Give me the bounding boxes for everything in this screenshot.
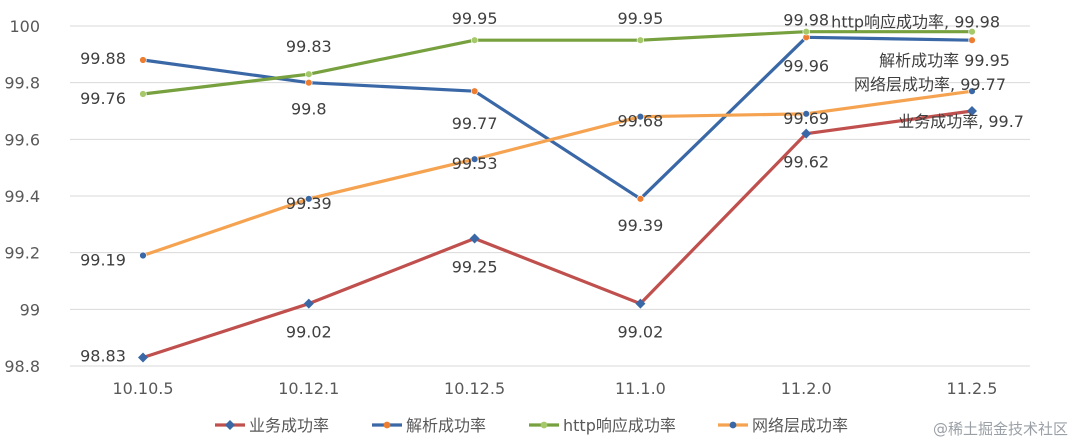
data-point xyxy=(470,36,479,44)
data-label: 99.53 xyxy=(452,154,498,173)
data-label: 99.83 xyxy=(286,37,332,56)
data-point xyxy=(967,106,977,116)
data-label: 99.76 xyxy=(80,89,126,108)
data-label: 99.95 xyxy=(617,9,663,28)
y-tick-label: 99.2 xyxy=(4,244,40,263)
data-point xyxy=(470,155,479,163)
y-tick-label: 99.4 xyxy=(4,187,40,206)
data-point xyxy=(305,78,313,87)
data-point xyxy=(968,27,976,36)
data-point xyxy=(305,195,313,203)
data-point xyxy=(636,112,645,121)
data-label: 99.02 xyxy=(617,323,663,342)
x-tick-label: 11.2.5 xyxy=(947,379,998,398)
data-label: 98.83 xyxy=(80,347,126,366)
data-label: 99.39 xyxy=(617,216,663,235)
data-point xyxy=(801,128,812,139)
data-point xyxy=(802,110,810,118)
data-point xyxy=(635,298,646,309)
legend-label: 业务成功率 xyxy=(249,416,329,435)
legend-marker xyxy=(225,420,235,430)
data-label: 99.77 xyxy=(452,114,498,133)
data-point xyxy=(303,298,314,309)
legend-marker xyxy=(540,421,548,429)
y-tick-label: 99.6 xyxy=(4,130,40,149)
legend-item: 解析成功率 xyxy=(372,416,486,435)
data-label: 99.88 xyxy=(80,49,126,68)
x-tick-label: 10.10.5 xyxy=(112,379,173,398)
data-label: 99.62 xyxy=(783,153,829,172)
x-tick-label: 11.1.0 xyxy=(615,379,666,398)
y-axis-ticks: 98.8 99 99.2 99.4 99.6 99.8 100 xyxy=(4,17,40,376)
data-label: 99.25 xyxy=(452,258,498,277)
legend-label: http响应成功率 xyxy=(563,416,676,435)
series-line-1 xyxy=(142,35,973,201)
legend-item: http响应成功率 xyxy=(529,416,676,435)
legend-marker xyxy=(729,421,737,429)
series-end-label: 业务成功率, 99.7 xyxy=(898,112,1024,131)
data-point xyxy=(139,251,147,260)
data-label: 99.39 xyxy=(286,194,332,213)
data-point xyxy=(470,87,479,95)
data-labels: 98.83 99.02 99.25 99.02 99.62 99.88 99.8 99.77 9… xyxy=(80,9,1024,365)
data-point xyxy=(636,195,645,203)
data-point xyxy=(636,36,645,44)
series-end-label: 网络层成功率, 99.77 xyxy=(854,75,1006,94)
data-point xyxy=(968,87,976,95)
data-label: 99.19 xyxy=(80,251,126,270)
x-tick-label: 10.12.1 xyxy=(278,379,339,398)
series-lines xyxy=(138,27,977,363)
y-tick-label: 100 xyxy=(9,17,40,36)
data-label: 99.02 xyxy=(286,323,332,342)
legend-item: 网络层成功率 xyxy=(718,416,848,435)
y-tick-label: 99 xyxy=(20,300,40,319)
data-label: 99.69 xyxy=(783,109,829,128)
data-point xyxy=(469,233,480,244)
series-end-label: 解析成功率 99.95 xyxy=(879,51,1010,70)
data-label: 99.98 xyxy=(783,11,829,30)
legend-marker xyxy=(383,421,391,429)
data-label: 99.8 xyxy=(291,100,327,119)
x-tick-label: 11.2.0 xyxy=(781,379,832,398)
data-point xyxy=(802,27,810,36)
data-point xyxy=(305,70,313,78)
data-label: 99.95 xyxy=(452,9,498,28)
legend-label: 网络层成功率 xyxy=(752,416,848,435)
data-point xyxy=(968,36,976,44)
series-end-label: http响应成功率, 99.98 xyxy=(831,13,1000,32)
series-line-2 xyxy=(142,30,972,96)
y-tick-label: 98.8 xyxy=(4,357,40,376)
data-point xyxy=(138,352,148,363)
legend-label: 解析成功率 xyxy=(406,416,486,435)
x-tick-label: 10.12.5 xyxy=(444,379,505,398)
data-label: 99.96 xyxy=(783,56,829,75)
watermark-text: @稀土掘金技术社区 xyxy=(933,420,1068,438)
legend-item: 业务成功率 xyxy=(215,416,329,435)
series-line-0 xyxy=(142,109,973,360)
data-label: 99.68 xyxy=(617,112,663,131)
data-point xyxy=(139,90,147,98)
data-point xyxy=(139,56,147,64)
x-axis-ticks: 10.10.5 10.12.1 10.12.5 11.1.0 11.2.0 11.2.5 xyxy=(112,379,997,398)
series-line-3 xyxy=(142,89,973,258)
legend: 业务成功率 解析成功率 http响应成功率 网络层成功率 xyxy=(215,416,848,435)
y-tick-label: 99.8 xyxy=(4,74,40,93)
